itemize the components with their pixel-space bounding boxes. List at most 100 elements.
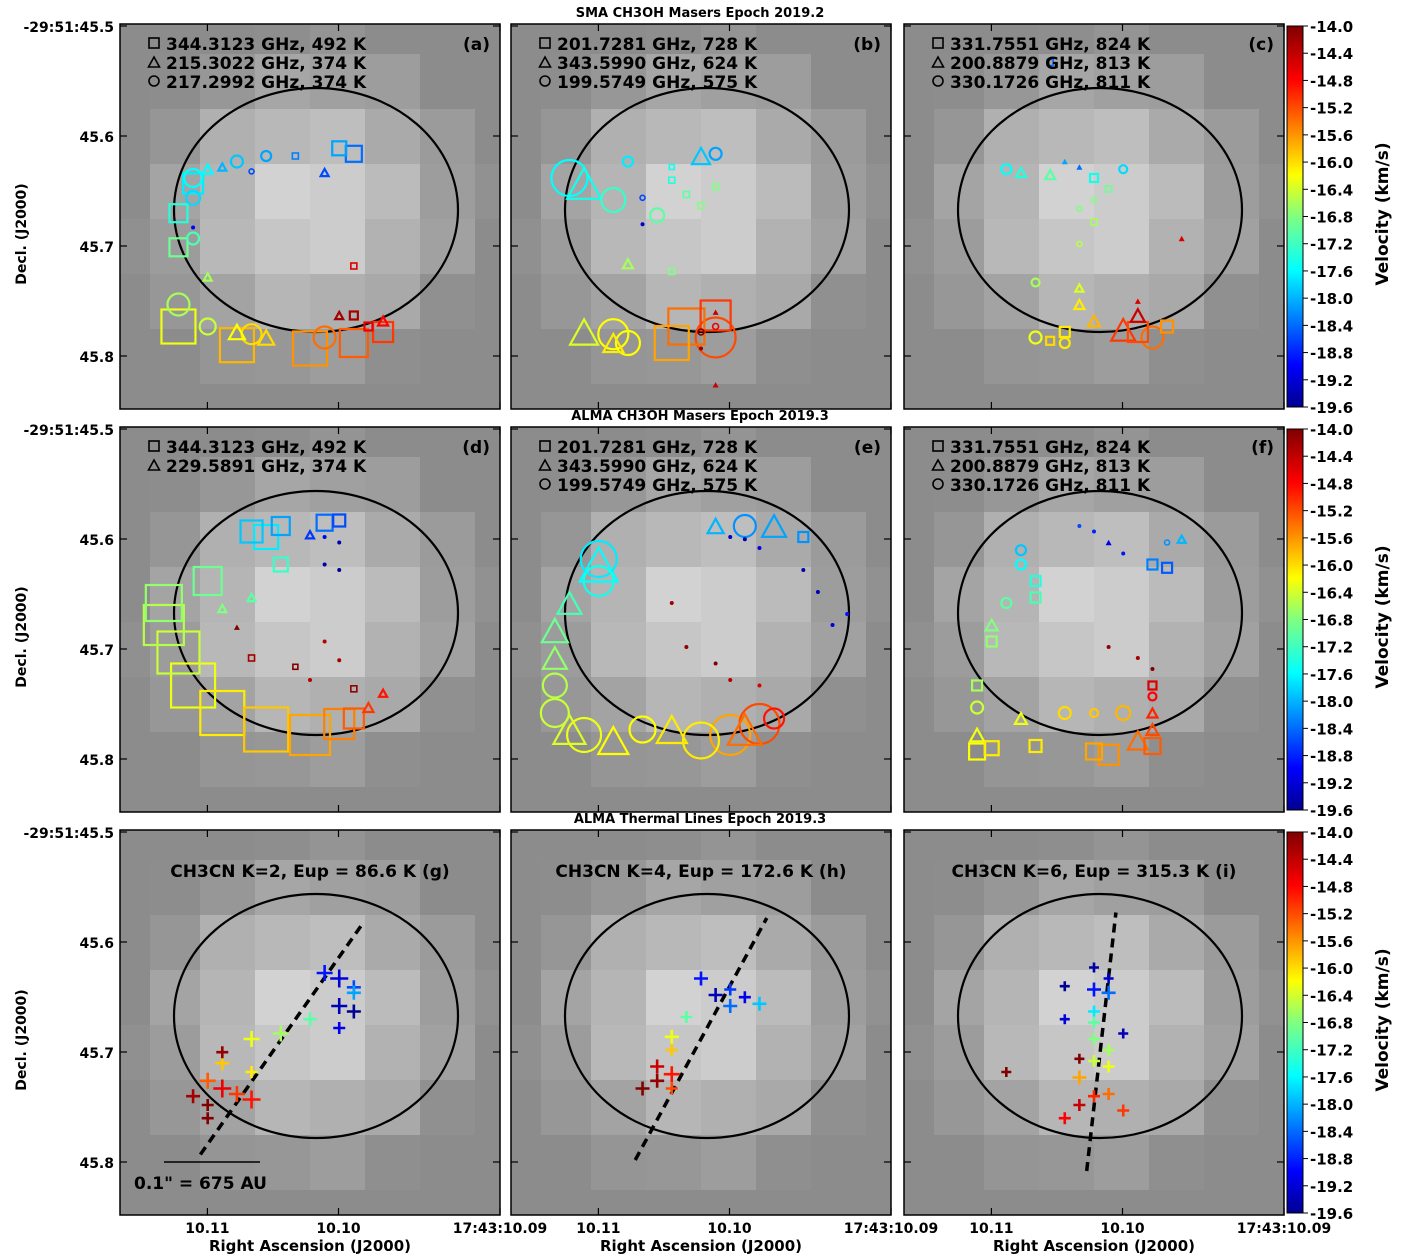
background-pixel: [904, 164, 934, 219]
square-marker: [371, 320, 395, 344]
legend-entry: 331.7551 GHz, 824 K: [950, 35, 1151, 55]
plus-marker: [708, 988, 723, 1002]
panel-plot-area: [511, 427, 891, 812]
square-marker: [332, 513, 347, 528]
background-pixel: [365, 1135, 420, 1190]
circle-marker: [711, 322, 720, 331]
panel-plot-area: [120, 427, 500, 812]
background-pixel: [310, 219, 365, 274]
square-marker: [350, 684, 358, 693]
panel-frame: [510, 426, 892, 813]
background-pixel: [420, 1135, 475, 1190]
circle-marker: [248, 168, 255, 175]
background-pixel: [255, 274, 310, 329]
background-pixel: [255, 24, 310, 54]
background-pixel: [984, 915, 1039, 970]
square-marker: [168, 203, 189, 224]
plus-marker: [1101, 985, 1116, 1000]
background-pixel: [904, 427, 934, 457]
background-pixel: [541, 1135, 591, 1190]
background-pixel: [255, 164, 310, 219]
circle-marker: [1014, 558, 1028, 571]
background-pixel: [255, 787, 310, 812]
legend-triangle-icon: [538, 458, 552, 471]
background-pixel: [1259, 677, 1284, 732]
colorbar-tick-label: -19.2: [1310, 372, 1353, 390]
circle-marker: [1118, 164, 1129, 175]
square-marker: [985, 635, 998, 648]
colorbar-tick-label: -14.4: [1310, 45, 1353, 63]
background-pixel: [646, 787, 701, 812]
triangle-marker: [968, 726, 986, 743]
legend-triangle-icon: [147, 55, 161, 68]
panel-plot-area: [904, 427, 1284, 812]
background-pixel: [200, 109, 255, 164]
triangle-marker: [539, 616, 570, 644]
background-pixel: [310, 830, 365, 860]
background-pixel: [1204, 219, 1259, 274]
triangle-marker: [1073, 282, 1086, 293]
y-tick-label: 45.6: [79, 936, 114, 952]
background-pixel: [984, 274, 1039, 329]
background-pixel: [120, 830, 150, 860]
row-title: SMA CH3OH Masers Epoch 2019.2: [576, 6, 825, 21]
background-pixel: [365, 830, 420, 860]
plus-marker: [650, 1059, 665, 1074]
triangle-marker: [377, 687, 389, 698]
background-pixel: [150, 677, 200, 732]
background-pixel: [120, 164, 150, 219]
square-marker: [156, 630, 201, 675]
circle-marker: [830, 623, 835, 627]
background-pixel: [1039, 1025, 1094, 1080]
triangle-marker: [1105, 539, 1112, 546]
background-pixel: [984, 1080, 1039, 1135]
square-marker: [350, 262, 358, 270]
triangle-marker: [361, 700, 376, 714]
circle-marker: [708, 146, 723, 161]
background-pixel: [1204, 329, 1259, 384]
legend-square-icon: [148, 440, 160, 452]
square-marker: [1143, 736, 1162, 756]
square-marker: [1084, 742, 1104, 761]
background-pixel: [1259, 457, 1284, 512]
background-pixel: [591, 622, 646, 677]
background-pixel: [591, 109, 646, 164]
legend-entry: 330.1726 GHz, 811 K: [950, 476, 1151, 496]
background-pixel: [200, 274, 255, 329]
panel-g: CH3CN K=2, Eup = 86.6 K (g) 0.1" = 675 AU: [119, 829, 501, 1216]
background-pixel: [646, 219, 701, 274]
circle-marker: [762, 707, 786, 730]
background-pixel: [420, 970, 475, 1025]
plus-marker: [752, 996, 767, 1011]
background-pixel: [420, 457, 475, 512]
square-marker: [169, 662, 217, 709]
background-pixel: [866, 274, 891, 329]
legend-circle-icon: [539, 75, 551, 87]
background-pixel: [934, 787, 984, 812]
legend-entry: 217.2992 GHz, 374 K: [166, 73, 367, 93]
background-pixel: [1149, 1025, 1204, 1080]
background-pixel: [984, 164, 1039, 219]
background-pixel: [475, 1190, 500, 1215]
background-pixel: [904, 24, 934, 54]
colorbar-tick-label: -16.8: [1310, 1015, 1353, 1033]
plus-marker: [1103, 973, 1114, 984]
colorbar-tick-label: -17.6: [1310, 666, 1353, 684]
background-pixel: [646, 24, 701, 54]
colorbar-tick-label: -16.4: [1310, 584, 1353, 602]
background-pixel: [511, 787, 541, 812]
colorbar-tick-label: -19.2: [1310, 775, 1353, 793]
background-pixel: [1259, 427, 1284, 457]
plus-marker: [272, 1025, 289, 1042]
background-pixel: [646, 1190, 701, 1215]
circle-marker: [1057, 705, 1072, 721]
background-pixel: [255, 970, 310, 1025]
circle-marker: [322, 639, 327, 644]
square-marker: [291, 152, 300, 160]
plus-marker: [243, 1031, 260, 1047]
legend-entry: 199.5749 GHz, 575 K: [557, 73, 758, 93]
background-pixel: [984, 830, 1039, 860]
background-pixel: [420, 860, 475, 915]
background-pixel: [475, 860, 500, 915]
triangle-marker: [304, 528, 316, 540]
